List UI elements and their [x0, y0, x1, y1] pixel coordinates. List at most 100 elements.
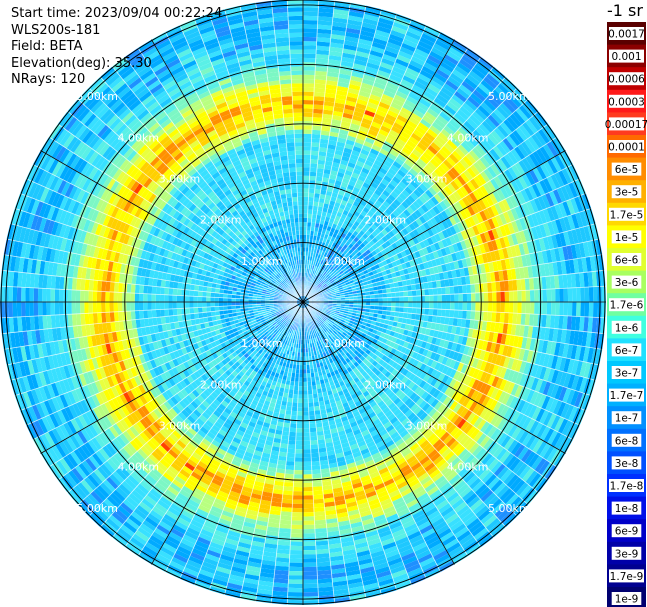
colorbar-swatch: [607, 293, 646, 317]
spoke-300: [40, 150, 304, 303]
range-label: 3.00km: [406, 420, 448, 433]
colorbar-swatch: [607, 135, 646, 159]
range-label: 4.00km: [447, 461, 489, 474]
colorbar-swatch: [607, 225, 646, 249]
range-label: 1.00km: [323, 255, 365, 268]
range-label: 3.00km: [159, 172, 201, 185]
colorbar-tick-box: [611, 343, 642, 357]
colorbar-tick-label: 1e-9: [615, 594, 639, 606]
colorbar-swatch: [607, 406, 646, 430]
spoke-330: [151, 39, 304, 303]
colorbar-tick-label: 0.0003: [608, 96, 645, 108]
colorbar-tick-label: 1.7e-6: [610, 300, 644, 312]
colorbar-tick-label: 3e-5: [615, 187, 639, 199]
colorbar-swatch: [607, 541, 646, 565]
colorbar-tick-box: [609, 479, 644, 492]
colorbar-swatch: [607, 157, 646, 181]
colorbar-tick-label: 1e-8: [615, 503, 639, 515]
colorbar-tick-box: [611, 230, 642, 244]
spoke-60: [302, 150, 566, 303]
instrument-label: WLS200s-181: [11, 22, 101, 38]
colorbar-swatch: [607, 496, 646, 520]
colorbar-tick-box: [609, 298, 644, 312]
colorbar-tick-box: [611, 366, 642, 379]
colorbar-swatch: [607, 361, 646, 385]
colorbar-tick-box: [609, 72, 644, 86]
range-label: 2.00km: [365, 378, 407, 391]
colorbar-swatch: [607, 315, 646, 339]
colorbar-tick-label: 1e-6: [615, 322, 639, 334]
colorbar-tick-label: 1.7e-5: [610, 209, 644, 221]
colorbar-tick-label: 1e-7: [615, 413, 639, 425]
colorbar-swatch: [607, 428, 646, 452]
colorbar-tick-box: [611, 320, 642, 334]
colorbar-tick-label: 0.0001: [608, 142, 645, 154]
colorbar-tick-box: [609, 207, 644, 221]
spoke-30: [302, 39, 455, 303]
colorbar-tick-label: 0.0017: [608, 29, 645, 41]
range-label: 3.00km: [159, 420, 201, 433]
colorbar-tick-label: 6e-6: [615, 255, 639, 267]
spoke-240: [40, 301, 304, 454]
colorbar-swatch: [607, 587, 646, 607]
start-time-label: Start time: 2023/09/04 00:22:24: [11, 6, 223, 21]
colorbar-tick-label: 3e-6: [615, 277, 639, 289]
colorbar-tick-label: 6e-5: [615, 164, 639, 176]
colorbar-tick-box: [611, 162, 642, 176]
colorbar-tick-box: [609, 94, 644, 108]
colorbar-tick-box: [611, 253, 642, 266]
range-label: 3.00km: [406, 172, 448, 185]
colorbar-tick-box: [611, 275, 642, 289]
range-label: 4.00km: [447, 131, 489, 144]
range-label: 2.00km: [200, 214, 242, 227]
range-label: 1.00km: [241, 255, 283, 268]
colorbar-tick-label: 1.7e-8: [610, 481, 644, 493]
colorbar-tick-box: [611, 433, 642, 447]
colorbar-tick-label: 1.7e-9: [610, 571, 644, 583]
colorbar-swatch: [607, 383, 646, 407]
spoke-210: [151, 301, 304, 565]
colorbar-swatch: [607, 270, 646, 294]
range-label: 5.00km: [76, 90, 118, 103]
range-label: 1.00km: [241, 337, 283, 350]
nrays-label: NRays: 120: [11, 72, 86, 87]
colorbar-unit-label: -1 sr: [607, 1, 643, 20]
colorbar-tick-box: [609, 49, 644, 63]
colorbar-tick-box: [611, 592, 642, 605]
colorbar-tick-label: 3e-9: [615, 548, 639, 560]
colorbar-swatch: [607, 519, 646, 543]
colorbar-swatch: [607, 474, 646, 498]
colorbar-swatch: [607, 202, 646, 226]
colorbar-swatch: [607, 564, 646, 588]
colorbar-tick-label: 1.7e-7: [610, 390, 644, 402]
colorbar-tick-label: 3e-7: [615, 368, 639, 380]
colorbar-tick-label: 6e-9: [615, 526, 639, 538]
range-label: 4.00km: [118, 461, 160, 474]
range-label: 2.00km: [365, 214, 407, 227]
colorbar-tick-label: 0.0006: [608, 74, 645, 86]
colorbar-tick-box: [611, 456, 642, 470]
colorbar-tick-box: [609, 27, 644, 40]
colorbar-tick-label: 1e-5: [615, 232, 639, 244]
field-label: Field: BETA: [11, 39, 83, 54]
colorbar-swatch: [607, 248, 646, 272]
colorbar-tick-box: [609, 117, 644, 131]
range-label: 5.00km: [488, 502, 530, 515]
range-label: 2.00km: [200, 378, 242, 391]
colorbar-swatch: [607, 338, 646, 362]
colorbar-swatch: [607, 451, 646, 475]
colorbar-tick-box: [611, 185, 642, 199]
colorbar-tick-label: 0.00017: [605, 119, 647, 131]
colorbar-tick-box: [609, 140, 644, 153]
colorbar-tick-label: 6e-8: [615, 435, 639, 447]
colorbar-tick-box: [611, 524, 642, 538]
elevation-label: Elevation(deg): 35.30: [11, 55, 152, 71]
colorbar-tick-label: 0.001: [611, 51, 641, 63]
colorbar-swatch: [607, 89, 646, 113]
colorbar-tick-box: [611, 546, 642, 560]
range-label: 4.00km: [118, 131, 160, 144]
colorbar-tick-box: [611, 411, 642, 425]
colorbar-tick-label: 6e-7: [615, 345, 639, 357]
colorbar-tick-label: 3e-8: [615, 458, 639, 470]
colorbar-swatch: [607, 112, 646, 136]
